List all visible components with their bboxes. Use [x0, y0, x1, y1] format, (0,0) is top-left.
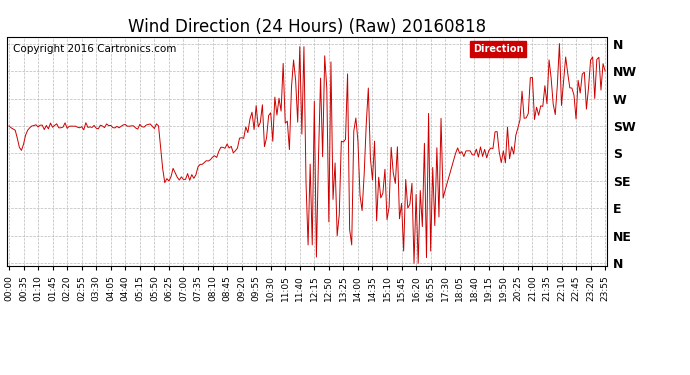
Text: Direction: Direction — [473, 44, 523, 54]
Title: Wind Direction (24 Hours) (Raw) 20160818: Wind Direction (24 Hours) (Raw) 20160818 — [128, 18, 486, 36]
Text: Copyright 2016 Cartronics.com: Copyright 2016 Cartronics.com — [13, 44, 176, 54]
